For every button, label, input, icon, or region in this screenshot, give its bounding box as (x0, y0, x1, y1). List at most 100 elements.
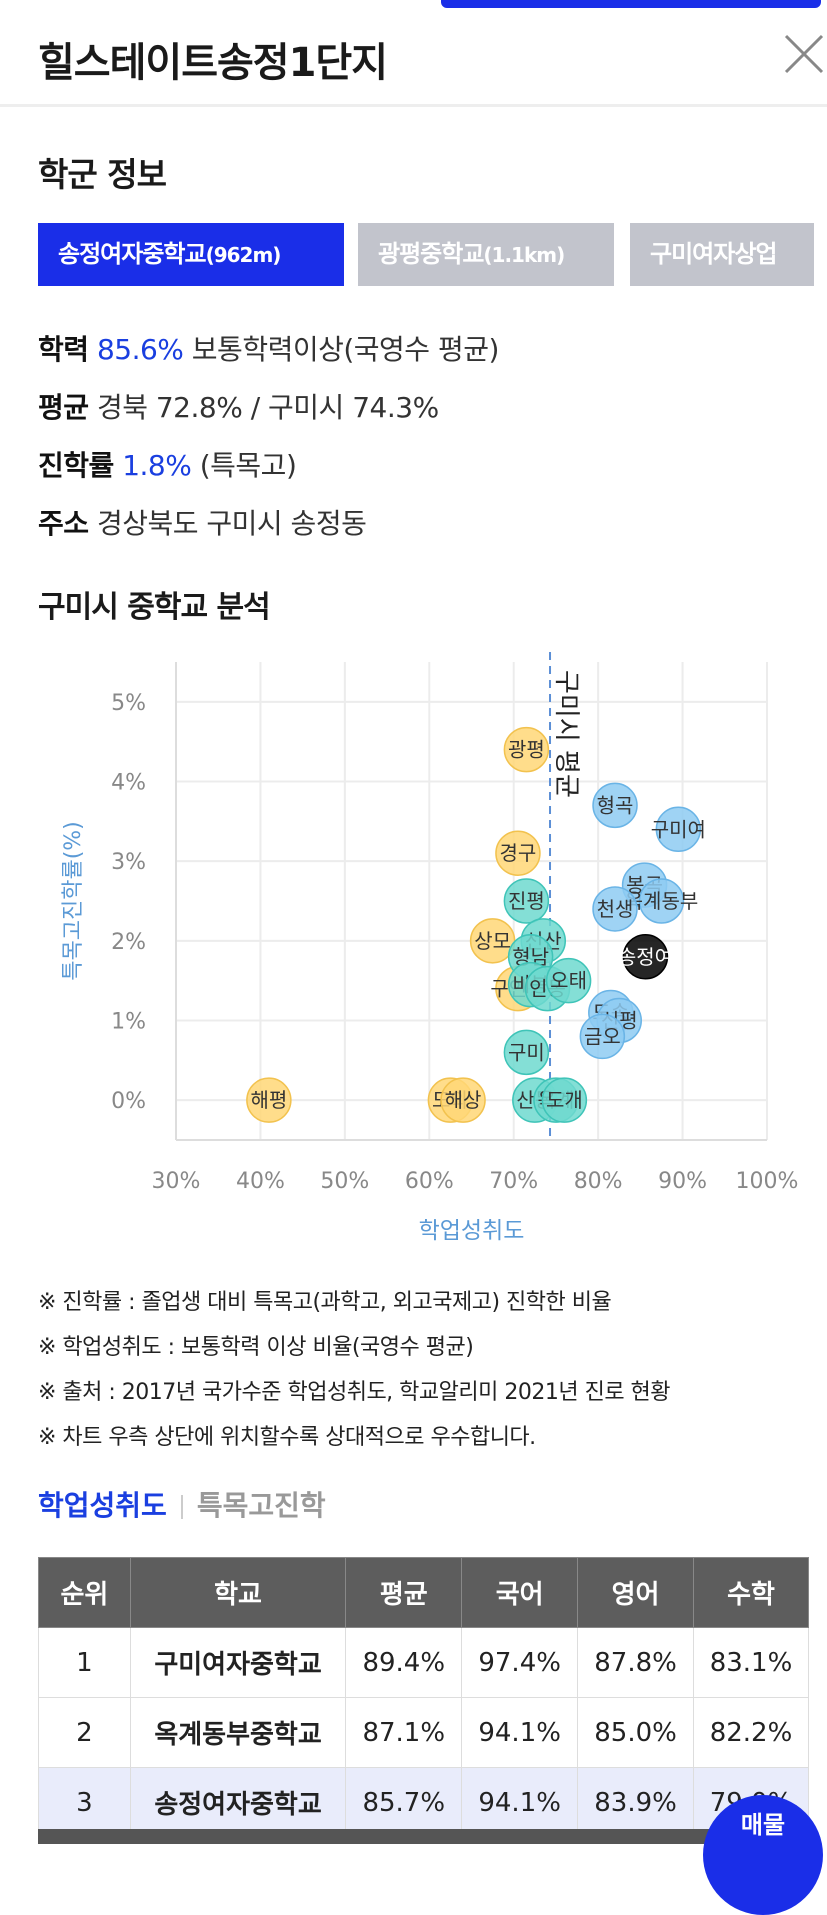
info-label: 진학률 (38, 449, 114, 482)
cell-average: 89.4% (345, 1627, 463, 1698)
tab-label: 광평중학교 (378, 240, 484, 268)
y-tick-label: 3% (111, 850, 146, 875)
x-tick-label: 40% (236, 1169, 285, 1194)
col-rank: 순위 (38, 1557, 131, 1628)
bottom-bar (38, 1829, 809, 1844)
x-tick-label: 90% (658, 1169, 707, 1194)
table-header-row: 순위 학교 평균 국어 영어 수학 (38, 1557, 809, 1628)
reference-line-label: 구미시 평균 (551, 670, 581, 798)
info-achievement: 학력 85.6% 보통학력이상(국영수 평균) (38, 328, 499, 368)
cell-english: 83.9% (577, 1767, 695, 1838)
data-point (592, 886, 638, 932)
data-point-label: 형곡 (597, 793, 634, 817)
note-3: ※ 출처 : 2017년 국가수준 학업성취도, 학교알리미 2021년 진로 … (38, 1380, 671, 1405)
data-point-label: 구미 (508, 1040, 545, 1064)
header: 힐스테이트송정1단지 (0, 0, 827, 107)
y-tick-label: 1% (111, 1010, 146, 1035)
subtab-special[interactable]: 특목고진학 (196, 1489, 326, 1522)
table-row[interactable]: 1 구미여자중학교 89.4% 97.4% 87.8% 83.1% (38, 1627, 809, 1698)
close-icon[interactable] (782, 32, 826, 76)
school-tabs: 송정여자중학교(962m) 광평중학교(1.1km) 구미여자상업 (38, 223, 827, 286)
y-axis-label: 특목고진학률(%) (61, 821, 86, 981)
y-tick-label: 2% (111, 930, 146, 955)
cell-korean: 97.4% (461, 1627, 579, 1698)
data-point (655, 806, 702, 853)
x-tick-label: 30% (152, 1169, 201, 1194)
data-point-label: 경구 (500, 841, 537, 865)
tab-school-1[interactable]: 송정여자중학교(962m) (38, 223, 344, 286)
data-point (503, 1029, 550, 1076)
x-tick-label: 60% (405, 1169, 454, 1194)
cell-school: 송정여자중학교 (129, 1767, 347, 1838)
info-advance: 진학률 1.8% (특목고) (38, 444, 297, 484)
note-4: ※ 차트 우측 상단에 위치할수록 상대적으로 우수합니다. (38, 1425, 536, 1450)
col-average: 평균 (345, 1557, 463, 1628)
ranking-table: 순위 학교 평균 국어 영어 수학 1 구미여자중학교 89.4% 97.4% … (38, 1557, 809, 1838)
y-tick-label: 0% (111, 1089, 146, 1114)
data-point (541, 1077, 588, 1123)
tab-school-3[interactable]: 구미여자상업 (630, 223, 814, 286)
col-math: 수학 (693, 1557, 809, 1628)
tab-label: 구미여자상업 (650, 240, 777, 268)
address-value: 경상북도 구미시 송정동 (96, 507, 367, 540)
col-korean: 국어 (461, 1557, 579, 1628)
data-point (495, 830, 541, 876)
tab-distance: (962m) (205, 243, 282, 267)
advance-desc: (특목고) (199, 449, 297, 482)
data-point-label: 해평 (250, 1088, 287, 1112)
col-school: 학교 (129, 1557, 347, 1628)
ranking-subtabs: 학업성취도 특목고진학 (38, 1484, 326, 1524)
tab-distance: (1.1km) (483, 243, 565, 267)
subtab-achievement[interactable]: 학업성취도 (38, 1489, 167, 1522)
data-point (246, 1077, 292, 1123)
tab-label: 송정여자중학교 (58, 240, 207, 268)
table-row[interactable]: 2 옥계동부중학교 87.1% 94.1% 85.0% 82.2% (38, 1697, 809, 1768)
info-average: 평균 경북 72.8% / 구미시 74.3% (38, 386, 439, 426)
tab-school-2[interactable]: 광평중학교(1.1km) (358, 223, 614, 286)
page-title: 힐스테이트송정1단지 (38, 40, 388, 86)
listings-button[interactable]: 매물 (703, 1795, 823, 1915)
analysis-title: 구미시 중학교 분석 (38, 590, 271, 625)
data-point-label: 송정여 (618, 945, 673, 969)
x-tick-label: 100% (736, 1169, 799, 1194)
info-address: 주소 경상북도 구미시 송정동 (38, 502, 367, 542)
data-point-label: 구미여 (651, 817, 706, 841)
cell-rank: 2 (38, 1697, 131, 1768)
data-point-label: 금오 (584, 1024, 621, 1048)
cell-english: 87.8% (577, 1627, 695, 1698)
cell-rank: 1 (38, 1627, 131, 1698)
section-title: 학군 정보 (38, 155, 167, 194)
cell-math: 82.2% (693, 1697, 809, 1768)
cell-english: 85.0% (577, 1697, 695, 1768)
info-label: 학력 (38, 333, 89, 366)
note-1: ※ 진학률 : 졸업생 대비 특목고(과학고, 외고국제고) 진학한 비율 (38, 1290, 612, 1315)
table-row-highlighted[interactable]: 3 송정여자중학교 85.7% 94.1% 83.9% 79.0% (38, 1767, 809, 1838)
top-accent-bar (441, 0, 821, 8)
data-point (622, 934, 669, 980)
data-point (440, 1077, 486, 1123)
x-tick-label: 70% (489, 1169, 538, 1194)
data-point-label: 도개 (546, 1088, 583, 1112)
achievement-desc: 보통학력이상(국영수 평균) (191, 333, 500, 366)
data-point (503, 726, 550, 773)
data-point (579, 1013, 626, 1060)
x-axis-label: 학업성취도 (419, 1218, 525, 1244)
data-point (503, 878, 550, 924)
data-point (592, 782, 638, 829)
scatter-chart: 30% 40% 50% 60% 70% 80% 90% 100% 0% 1% 2% 3% 4% 5% 구미시… (61, 652, 799, 1244)
average-value: 경북 72.8% / 구미시 74.3% (96, 391, 439, 424)
cell-school: 구미여자중학교 (129, 1627, 347, 1698)
advance-value: 1.8% (122, 449, 192, 482)
cell-korean: 94.1% (461, 1767, 579, 1838)
achievement-value: 85.6% (96, 333, 184, 366)
cell-korean: 94.1% (461, 1697, 579, 1768)
info-label: 주소 (38, 507, 89, 540)
cell-average: 85.7% (345, 1767, 463, 1838)
y-tick-label: 5% (111, 691, 146, 716)
cell-average: 87.1% (345, 1697, 463, 1768)
x-tick-label: 80% (574, 1169, 623, 1194)
data-point-label: 광평 (508, 738, 545, 762)
data-point-label: 해상 (445, 1088, 482, 1112)
data-point-label: 오태 (550, 969, 587, 993)
cell-math: 83.1% (693, 1627, 809, 1698)
